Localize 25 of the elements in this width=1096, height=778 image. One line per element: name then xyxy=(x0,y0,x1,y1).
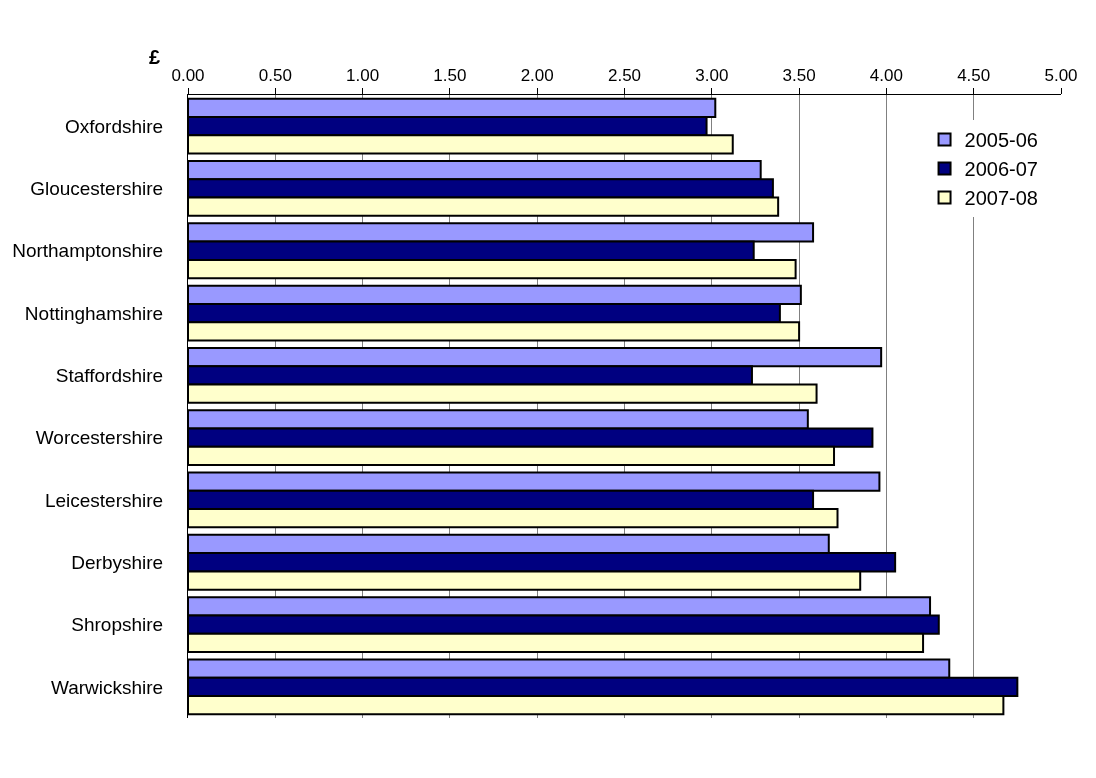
x-tick-label: 1.00 xyxy=(346,66,380,86)
y-tick-label: Shropshire xyxy=(71,614,164,636)
legend-label: 2007-08 xyxy=(964,187,1038,210)
y-tick-label: Warwickshire xyxy=(50,676,164,698)
y-tick-label: Northamptonshire xyxy=(12,240,164,262)
legend-label: 2005-06 xyxy=(964,129,1038,152)
legend-label: 2006-07 xyxy=(964,158,1038,181)
y-tick-label: Leicestershire xyxy=(44,489,164,511)
x-tick-label: 4.00 xyxy=(869,66,903,86)
x-tick-label: 2.50 xyxy=(607,66,642,86)
y-tick-label: Worcestershire xyxy=(35,427,164,449)
x-tick-label: 4.50 xyxy=(957,66,991,86)
x-tick-label: 0.00 xyxy=(171,66,205,86)
y-tick-label: Derbyshire xyxy=(71,551,164,573)
x-tick-label: 2.00 xyxy=(520,66,554,86)
x-axis-title: £ xyxy=(149,46,161,68)
y-tick-label: Staffordshire xyxy=(55,365,164,386)
y-tick-label: Gloucestershire xyxy=(30,178,164,200)
y-tick-label: Nottinghamshire xyxy=(24,302,164,324)
y-tick-label: Oxfordshire xyxy=(65,115,164,137)
x-tick-label: 1.50 xyxy=(433,66,467,86)
x-tick-label: 3.00 xyxy=(695,66,729,86)
x-tick-label: 0.50 xyxy=(258,66,292,86)
x-tick-label: 3.50 xyxy=(782,66,816,86)
x-tick-label: 5.00 xyxy=(1044,66,1078,86)
